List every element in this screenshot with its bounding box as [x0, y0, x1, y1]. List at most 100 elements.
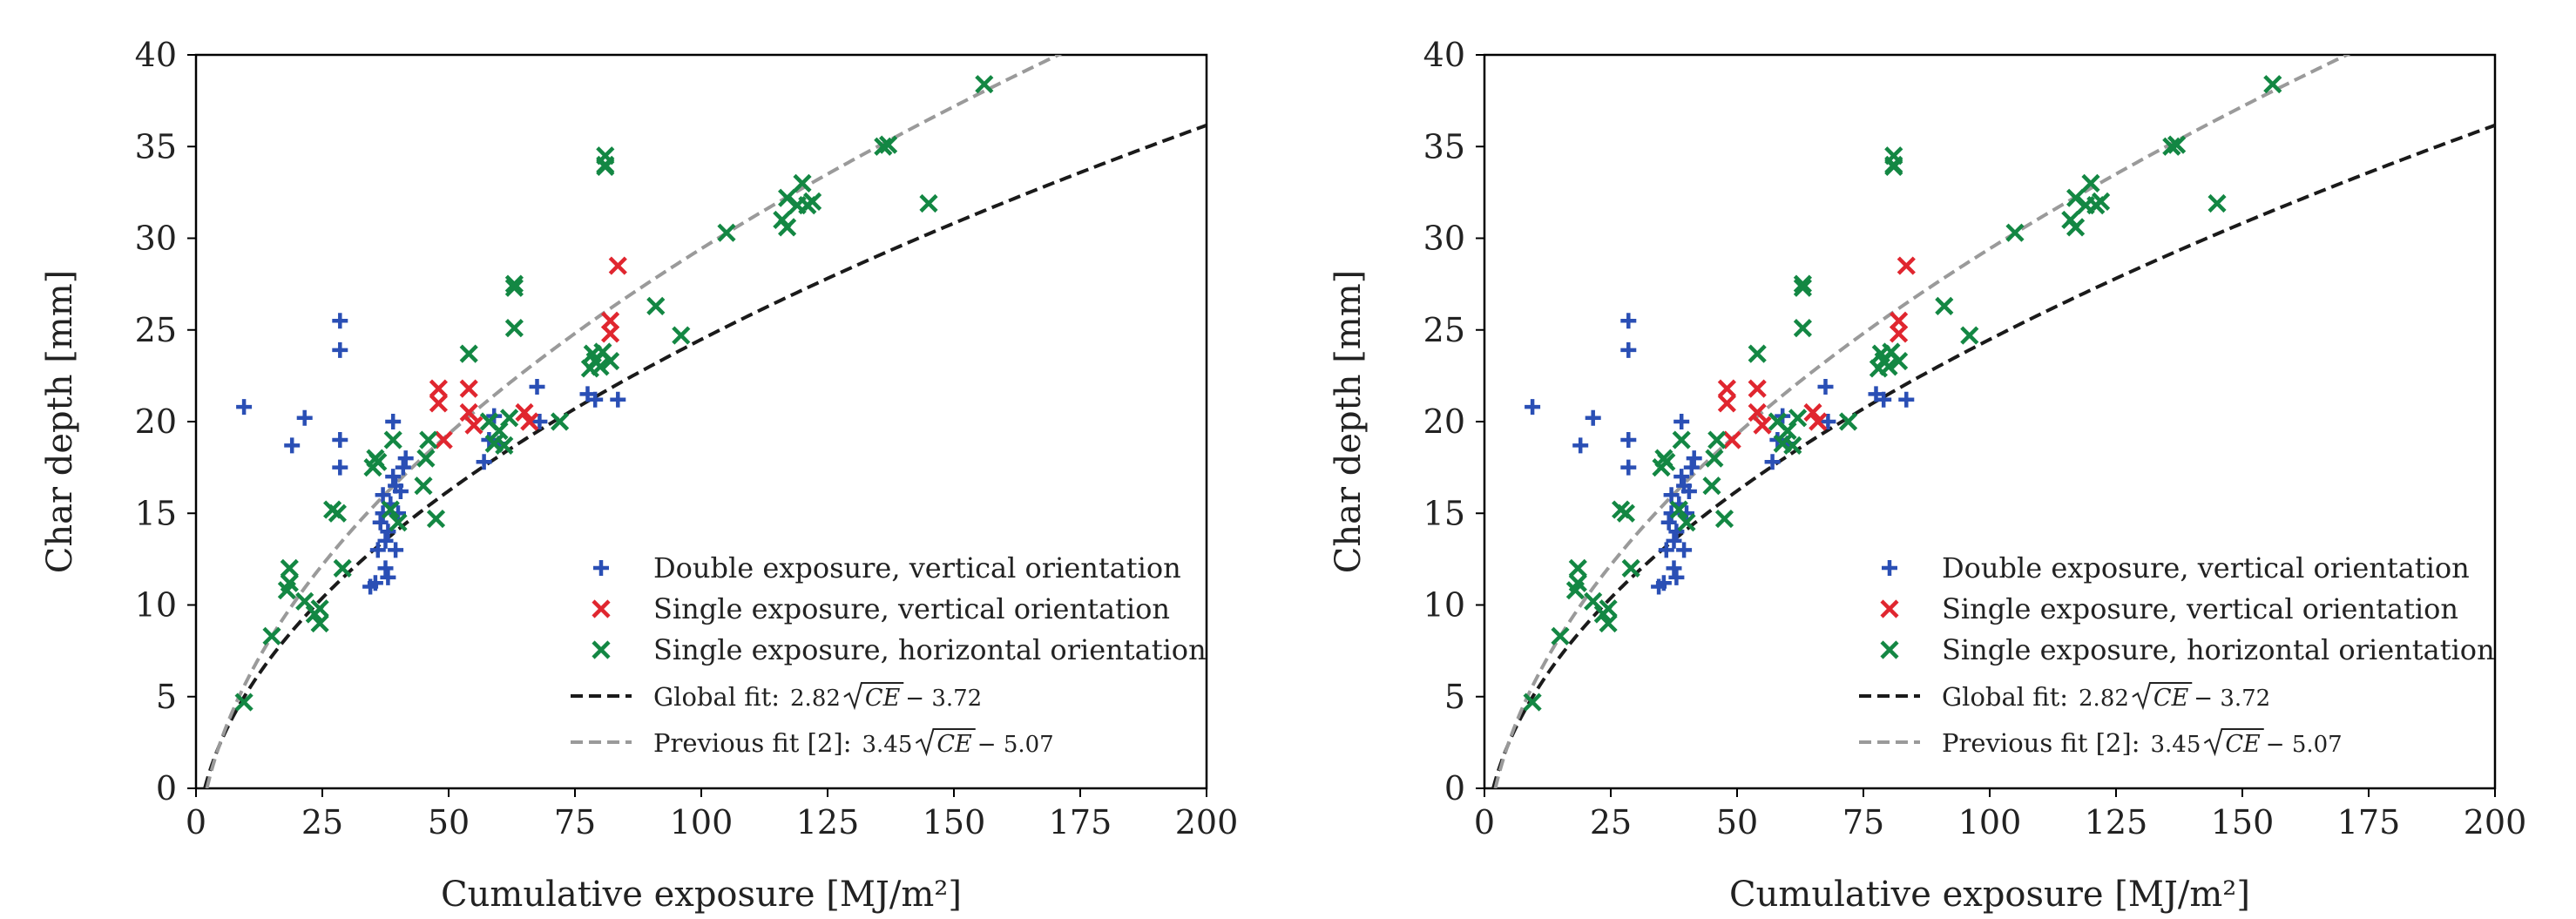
- data-point: [529, 379, 545, 395]
- legend-label-4: Previous fit [2]:: [653, 728, 852, 758]
- data-point: [380, 569, 396, 585]
- x-tick-label: 100: [1958, 803, 2022, 841]
- data-point: [1677, 513, 1696, 532]
- data-point: [717, 223, 736, 242]
- data-point: [596, 157, 615, 176]
- formula-constant: − 5.07: [2266, 732, 2343, 758]
- data-point: [1666, 532, 1682, 549]
- x-tick-label: 25: [1590, 803, 1632, 841]
- x-axis-label: Cumulative exposure [MJ/m²]: [1729, 875, 2250, 915]
- data-point: [375, 487, 391, 503]
- data-point: [380, 524, 396, 540]
- sqrt-icon: [915, 728, 976, 757]
- legend-label-0: Double exposure, vertical orientation: [1942, 551, 2470, 585]
- data-point: [2208, 193, 2227, 213]
- legend-label-2: Single exposure, horizontal orientation: [653, 633, 1207, 666]
- y-tick-label: 20: [135, 402, 177, 441]
- series-1: [429, 256, 627, 449]
- data-point: [1879, 357, 1898, 376]
- data-point: [1876, 391, 1892, 408]
- legend-marker-1: [1880, 599, 1899, 618]
- data-point: [504, 274, 524, 294]
- data-point: [1676, 542, 1693, 558]
- y-tick-label: 10: [1423, 586, 1465, 625]
- x-axis-label: Cumulative exposure [MJ/m²]: [441, 875, 962, 915]
- data-point: [1551, 626, 1570, 645]
- legend: Double exposure, vertical orientation Sin…: [571, 551, 1207, 758]
- data-point: [601, 324, 620, 343]
- data-point: [1793, 319, 1812, 338]
- data-point: [310, 599, 329, 618]
- data-point: [414, 476, 433, 496]
- data-point: [381, 500, 400, 519]
- data-point: [1673, 414, 1690, 429]
- legend-label-3: Global fit:: [1942, 682, 2068, 712]
- y-tick-label: 30: [135, 220, 177, 258]
- series-0: [236, 313, 626, 595]
- data-point: [1897, 256, 1916, 275]
- scatter-chart-right: 0 25 50 75 100 125 150 175 200 0 5 10 15 20 25 30 35 40 Cu…: [1329, 36, 2526, 915]
- formula-variable: CE: [936, 731, 972, 758]
- data-point: [793, 173, 812, 193]
- data-point: [1935, 296, 1954, 315]
- series-0: [1525, 313, 1915, 595]
- legend-marker-0: [1882, 560, 1897, 576]
- data-point: [1707, 430, 1727, 449]
- data-point: [377, 560, 394, 577]
- data-point: [504, 278, 524, 297]
- formula-variable: CE: [2153, 685, 2189, 712]
- formula-constant: − 3.72: [2194, 686, 2270, 712]
- x-tick-label: 50: [428, 803, 470, 841]
- y-tick-label: 40: [135, 36, 177, 74]
- data-point: [332, 459, 348, 476]
- legend: Double exposure, vertical orientation Sin…: [1859, 551, 2495, 758]
- data-point: [284, 437, 301, 454]
- data-point: [1599, 613, 1618, 633]
- data-point: [1523, 693, 1542, 712]
- data-point: [1783, 436, 1802, 455]
- data-point: [495, 436, 514, 455]
- legend-label-1: Single exposure, vertical orientation: [653, 592, 1170, 625]
- formula-constant: − 3.72: [905, 686, 982, 712]
- data-point: [1705, 449, 1724, 468]
- data-point: [1683, 459, 1700, 476]
- data-point: [1714, 509, 1734, 529]
- y-axis-label: Char depth [mm]: [1329, 270, 1369, 574]
- sqrt-icon: [843, 682, 904, 711]
- y-tick-label: 30: [1423, 220, 1465, 258]
- data-point: [803, 192, 822, 211]
- y-tick-label: 25: [135, 311, 177, 349]
- y-tick-label: 40: [1423, 36, 1465, 74]
- data-point: [500, 409, 519, 428]
- data-point: [1585, 409, 1601, 426]
- formula-coef: 2.82: [790, 686, 841, 712]
- data-point: [1572, 437, 1589, 454]
- data-point: [2167, 135, 2187, 154]
- data-point: [919, 193, 938, 213]
- y-tick-label: 10: [135, 586, 177, 625]
- data-point: [1788, 409, 1808, 428]
- data-point: [333, 558, 352, 578]
- data-point: [236, 399, 253, 416]
- fit-line-0: [203, 123, 1207, 788]
- data-point: [429, 379, 448, 398]
- data-point: [1669, 500, 1688, 519]
- data-point: [874, 137, 893, 156]
- data-point: [332, 432, 348, 449]
- legend-label-3: Global fit:: [653, 682, 780, 712]
- legend-label-2: Single exposure, horizontal orientation: [1942, 633, 2495, 666]
- data-point: [2162, 137, 2181, 156]
- y-tick-label: 15: [1423, 494, 1465, 532]
- fit-line-1: [1493, 55, 2351, 788]
- data-point: [388, 542, 404, 558]
- y-tick-label: 0: [156, 769, 177, 808]
- data-point: [1748, 402, 1767, 422]
- data-point: [434, 430, 453, 449]
- data-point: [1620, 459, 1637, 476]
- data-point: [262, 626, 281, 645]
- y-tick-label: 5: [156, 678, 177, 716]
- data-point: [1620, 432, 1637, 449]
- data-point: [531, 414, 548, 429]
- data-point: [1839, 412, 1858, 431]
- data-point: [392, 483, 409, 499]
